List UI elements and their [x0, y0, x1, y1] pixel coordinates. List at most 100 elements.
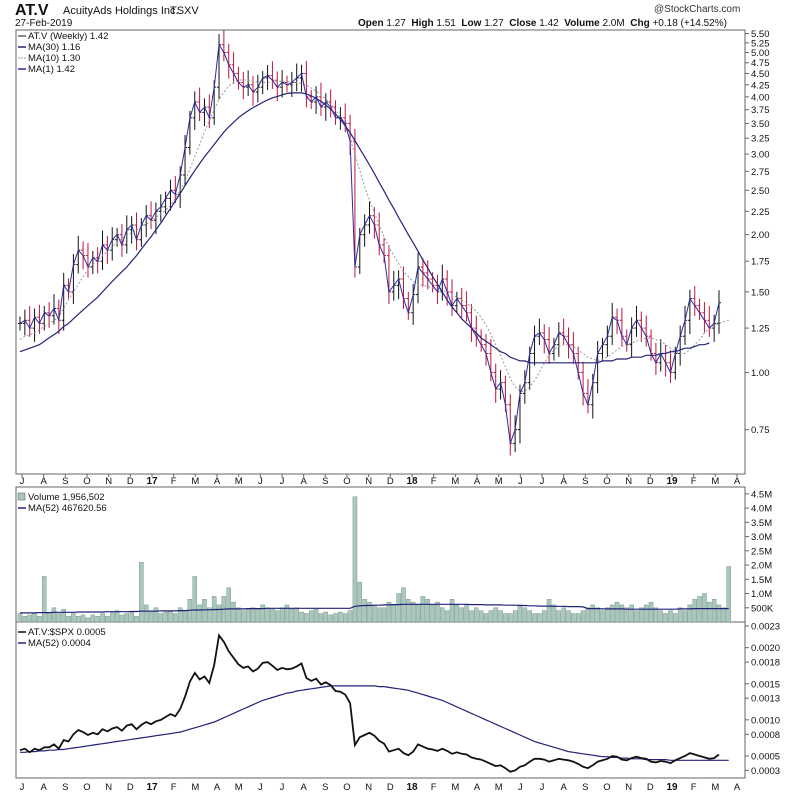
- price-ytick-label-12: 3.75: [751, 105, 770, 116]
- volume-bar-109: [546, 599, 552, 623]
- volume-bar-53: [275, 610, 280, 623]
- volume-bar-62: [318, 613, 324, 623]
- ratio-ytick-label-7: 0.0020: [751, 643, 780, 654]
- volume-bar-16: [95, 616, 100, 623]
- x-axis-label-13: A: [300, 476, 307, 487]
- low-label: Low: [461, 18, 482, 29]
- volume-bar-56: [289, 609, 295, 623]
- volume-bar-146: [726, 566, 731, 623]
- volume-bar-1: [22, 616, 28, 623]
- x-axis-label-30: 19: [666, 476, 678, 487]
- price-ytick-label-18: 5.25: [751, 38, 770, 49]
- volume-bar-27: [148, 610, 154, 623]
- volume-bar-73: [372, 604, 377, 623]
- volume-bar-85: [430, 604, 435, 623]
- volume-bar-116: [580, 610, 586, 623]
- volume-bar-134: [668, 610, 673, 623]
- bottom-x-axis-label-16: N: [365, 782, 372, 793]
- volume-bar-128: [639, 607, 644, 623]
- volume-bar-77: [391, 604, 397, 623]
- price-ytick-label-13: 4.00: [751, 92, 770, 103]
- volume-bar-93: [469, 610, 474, 623]
- volume-bar-30: [163, 611, 168, 623]
- volume-bar-106: [532, 613, 537, 623]
- volume-bar-90: [454, 604, 460, 623]
- volume-ytick-label-4: 2.5M: [751, 546, 772, 557]
- volume-bar-33: [177, 607, 183, 623]
- volume-bar-125: [624, 607, 630, 623]
- price-ytick-label-10: 3.25: [751, 134, 770, 145]
- bottom-x-axis-label-33: A: [734, 782, 741, 793]
- x-axis-label-0: J: [20, 476, 25, 487]
- bottom-x-axis-label-32: M: [711, 782, 719, 793]
- legend-price: AT.V (Weekly) 1.42: [28, 31, 108, 42]
- bottom-x-axis-label-19: F: [431, 782, 437, 793]
- volume-bar-141: [702, 593, 707, 623]
- volume-bar-14: [85, 617, 91, 623]
- volume-bar-26: [143, 604, 149, 623]
- x-axis-label-14: S: [322, 476, 328, 487]
- price-ytick-label-2: 1.25: [751, 324, 770, 335]
- volume-bar-63: [323, 611, 329, 623]
- panel-frame-3: [15, 621, 746, 779]
- bottom-x-axis-label-15: O: [343, 782, 350, 793]
- volume-bar-137: [682, 610, 688, 623]
- volume-bar-0: [17, 613, 23, 623]
- x-axis-label-32: M: [711, 476, 719, 487]
- volume-bar-92: [464, 604, 469, 623]
- x-axis-label-22: M: [495, 476, 503, 487]
- ratio-ytick-label-0: 0.0003: [751, 766, 780, 777]
- volume-bar-54: [279, 607, 285, 623]
- price-ytick-label-11: 3.50: [751, 119, 770, 130]
- legend-ma1: MA(1) 1.42: [28, 64, 75, 75]
- volume-bar-17: [100, 613, 105, 623]
- ma10-line: [19, 79, 729, 392]
- volume-bar-91: [459, 607, 465, 623]
- volume-bar-75: [381, 607, 387, 623]
- legend-swatch-volume: [17, 492, 26, 501]
- volume-bar-67: [343, 613, 348, 623]
- ratio-ytick-label-8: 0.0023: [751, 622, 780, 633]
- x-axis-label-18: 18: [406, 476, 418, 487]
- volume-bar-81: [410, 601, 416, 623]
- volume-bar-49: [255, 609, 261, 623]
- volume-bar-118: [590, 604, 596, 623]
- ratio-ytick-label-3: 0.0010: [751, 715, 780, 726]
- volume-bar-112: [561, 607, 566, 623]
- volume-bar-25: [139, 562, 144, 623]
- price-ytick-label-9: 3.00: [751, 150, 770, 161]
- ma1-line: [19, 43, 720, 444]
- volume-bar-48: [250, 607, 256, 623]
- volume-bar-34: [182, 610, 188, 623]
- volume-bar-46: [240, 610, 246, 623]
- volume-bar-98: [493, 607, 498, 623]
- price-ytick-label-17: 5.00: [751, 48, 770, 59]
- volume-bar-115: [576, 613, 581, 623]
- volume-bar-51: [265, 607, 270, 623]
- volume-bar-22: [124, 613, 129, 623]
- volume-bar-83: [420, 596, 426, 623]
- volume-bar-45: [236, 607, 241, 623]
- ohlc-bar-144: [717, 290, 721, 334]
- volume-bar-133: [663, 613, 668, 623]
- volume-bar-65: [333, 613, 338, 623]
- x-axis-label-20: M: [451, 476, 459, 487]
- volume-bar-140: [697, 596, 702, 623]
- volume-bar-68: [347, 610, 353, 623]
- volume-bar-70: [357, 581, 363, 623]
- x-axis-label-26: S: [582, 476, 588, 487]
- ratio-ytick-label-1: 0.0005: [751, 751, 780, 762]
- ratio-line: [19, 633, 720, 773]
- chg-value: +0.18 (+14.52%): [652, 18, 727, 29]
- x-axis-label-4: N: [105, 476, 112, 487]
- volume-bar-57: [294, 607, 299, 623]
- ratio-panel: 0.0003 0.0005 0.0008 0.0010 0.0013 0.0015 0.00…: [20, 622, 780, 794]
- volume-bar-8: [56, 613, 62, 623]
- price-panel: 0.75 1.00 1.25 1.50 1.75 2.00 2.25 2.50 2.75 3.00…: [18, 29, 770, 487]
- x-axis-label-9: A: [214, 476, 221, 487]
- volume-bar-47: [245, 609, 251, 623]
- bottom-x-axis-label-12: J: [280, 782, 285, 793]
- x-axis-label-31: F: [691, 476, 697, 487]
- ratio-ytick-label-6: 0.0018: [751, 658, 780, 669]
- price-ytick-label-16: 4.75: [751, 58, 770, 69]
